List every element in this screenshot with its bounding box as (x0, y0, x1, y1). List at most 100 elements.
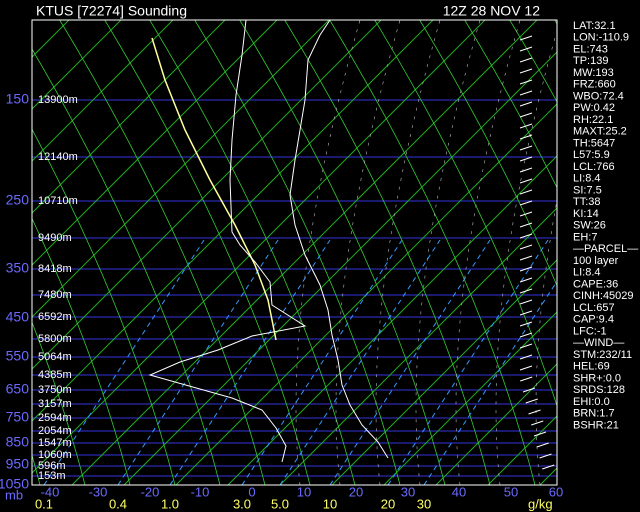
mixing-ratio-label: 5.0 (271, 496, 289, 511)
wind-barb (533, 431, 547, 437)
wind-barb (519, 123, 533, 129)
pressure-label: 950 (6, 456, 30, 472)
dry-adiabat (194, 20, 401, 485)
dry-adiabat (464, 20, 557, 189)
index-line: SW:26 (573, 220, 606, 232)
index-line: WBO:72.4 (573, 90, 624, 102)
grid (32, 20, 557, 485)
moist-adiabat (535, 198, 557, 485)
height-label: 2594m (38, 412, 72, 424)
moist-adiabat (295, 20, 361, 485)
isotherm (32, 20, 122, 110)
index-line: EH:7 (573, 231, 597, 243)
index-line: —WIND— (573, 337, 624, 349)
wind-barb (519, 288, 533, 294)
temperature-label: 10 (297, 484, 311, 499)
dry-adiabat (59, 20, 266, 485)
dry-adiabat (104, 20, 311, 485)
pressure-unit: mb (5, 487, 23, 502)
isotherm (32, 20, 434, 422)
mixing-ratio-line (329, 239, 491, 485)
height-label: 3157m (38, 398, 72, 410)
wind-barb (519, 299, 533, 305)
dry-adiabat (284, 20, 491, 485)
wind-barb (519, 134, 533, 140)
mixing-ratio-label: 0.4 (109, 496, 127, 511)
index-line: CAPE:36 (573, 278, 618, 290)
wind-barb (519, 244, 533, 250)
mixing-ratio-line (387, 239, 549, 485)
temperature-label: 20 (349, 484, 363, 499)
pressure-label: 550 (6, 348, 30, 364)
wind-barb (519, 266, 533, 272)
index-line: TH:5647 (573, 137, 615, 149)
dry-adiabat (374, 20, 557, 408)
index-line: LON:-110.9 (573, 32, 629, 44)
dry-adiabat (32, 217, 131, 485)
index-line: SRDS:128 (573, 384, 625, 396)
wind-barb (519, 189, 533, 195)
wind-barb (519, 178, 533, 184)
station-title: KTUS [72274] Sounding (36, 3, 187, 19)
index-line: MAXT:25.2 (573, 126, 627, 138)
index-line: TP:139 (573, 55, 608, 67)
wind-barb (542, 464, 555, 470)
wind-barb (519, 211, 533, 217)
plot-frame (31, 19, 558, 486)
pressure-label: 350 (6, 260, 30, 276)
height-label: 5800m (38, 333, 72, 345)
index-line: KI:14 (573, 208, 599, 220)
temperature-label: -10 (191, 484, 210, 499)
index-line: LFC:-1 (573, 325, 607, 337)
isotherm (279, 207, 557, 485)
wind-barb (519, 222, 533, 228)
height-label: 12140m (38, 151, 78, 163)
moist-adiabat (415, 20, 481, 485)
mixing-ratio-label: 3.0 (233, 496, 251, 511)
dry-adiabat (32, 48, 221, 485)
dry-adiabat (509, 20, 557, 103)
isotherm (32, 20, 278, 266)
index-line: L57:5.9 (573, 149, 610, 161)
height-label: 4385m (38, 369, 72, 381)
index-line: CAP:9.4 (573, 314, 614, 326)
wind-barb (519, 310, 533, 316)
temperature-label: 50 (504, 484, 518, 499)
height-label: 7480m (38, 289, 72, 301)
pressure-label: 150 (6, 91, 30, 107)
parcel-curve (151, 37, 277, 341)
wind-barb (519, 343, 533, 349)
wind-barb (519, 35, 533, 41)
wind-barb (536, 442, 549, 448)
height-label: 13900m (38, 94, 78, 106)
wind-barb (519, 332, 533, 338)
temperature-label: -40 (41, 484, 60, 499)
mixing-ratio-label: 1.0 (161, 496, 179, 511)
moist-adiabat (455, 20, 521, 485)
sounding-time: 12Z 28 NOV 12 (443, 3, 540, 19)
isotherm (435, 363, 557, 485)
mixing-ratio-label: 0.1 (35, 496, 53, 511)
wind-barb (519, 90, 533, 96)
temperature-profile (289, 19, 389, 459)
isotherm (227, 155, 557, 485)
pressure-label: 250 (6, 192, 30, 208)
temperature-label: 30 (401, 484, 415, 499)
mixing-ratio-line (279, 239, 441, 485)
wind-barb (519, 167, 533, 173)
wind-barb (519, 57, 533, 63)
mixing-ratio-line (43, 239, 205, 485)
index-line: LI:8.4 (573, 173, 601, 185)
height-label: 8418m (38, 263, 72, 275)
wind-barb (539, 453, 552, 459)
temperature-label: -30 (89, 484, 108, 499)
isotherm (32, 20, 382, 370)
index-line: BRN:1.7 (573, 408, 615, 420)
wind-barb (528, 409, 541, 415)
moist-adiabat (495, 29, 557, 485)
wind-barb (519, 200, 533, 206)
index-line: CINH:45029 (573, 290, 634, 302)
index-line: EHI:0.0 (573, 396, 610, 408)
dry-adiabat (329, 20, 536, 485)
